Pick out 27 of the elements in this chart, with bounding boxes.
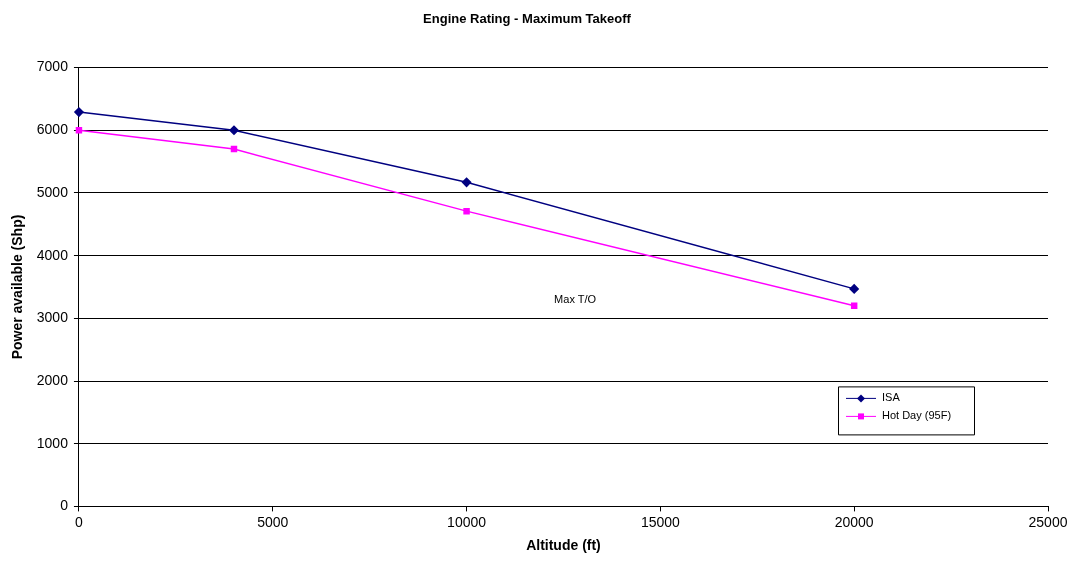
x-tick-label: 25000: [1028, 513, 1068, 530]
y-tick-label: 4000: [36, 246, 69, 263]
y-tick-label: 6000: [36, 121, 69, 138]
legend-label: Hot Day (95F): [882, 409, 952, 422]
y-tick-label: 7000: [36, 58, 69, 75]
y-tick-label: 0: [60, 497, 69, 514]
point: [461, 177, 472, 188]
point: [850, 302, 858, 310]
x-tick-label: 15000: [640, 513, 681, 530]
x-tick-label: 20000: [834, 513, 874, 530]
point: [229, 125, 239, 136]
y-axis-title: Power available (Shp): [9, 214, 26, 360]
chart-title: Engine Rating - Maximum Takeoff: [423, 11, 632, 27]
y-tick-label: 5000: [36, 183, 69, 200]
y-tick-label: 3000: [36, 309, 69, 326]
y-tick-label: 1000: [36, 434, 69, 451]
x-axis-title: Altitude (ft): [526, 537, 601, 554]
legend-label: ISA: [882, 391, 901, 404]
point: [230, 145, 238, 153]
x-tick-label: 5000: [257, 513, 289, 530]
x-tick-label: 10000: [447, 513, 487, 530]
x-tick-label: 0: [75, 513, 84, 530]
y-tick-label: 2000: [36, 371, 69, 388]
point: [463, 207, 470, 215]
point: [849, 284, 859, 294]
annotation: Max T/O: [554, 292, 597, 305]
point: [74, 107, 84, 117]
